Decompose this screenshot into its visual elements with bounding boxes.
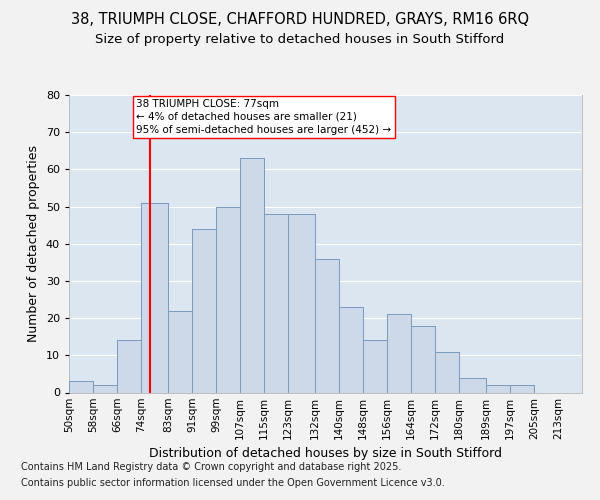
Bar <box>486 385 510 392</box>
Text: Size of property relative to detached houses in South Stifford: Size of property relative to detached ho… <box>95 32 505 46</box>
Bar <box>168 310 192 392</box>
Bar <box>141 203 168 392</box>
Bar <box>216 206 240 392</box>
Bar <box>459 378 486 392</box>
X-axis label: Distribution of detached houses by size in South Stifford: Distribution of detached houses by size … <box>149 447 502 460</box>
Bar <box>240 158 264 392</box>
Bar <box>240 158 264 392</box>
Bar <box>315 258 339 392</box>
Bar <box>69 382 93 392</box>
Bar <box>435 352 459 393</box>
Bar <box>264 214 288 392</box>
Bar <box>93 385 117 392</box>
Text: Contains public sector information licensed under the Open Government Licence v3: Contains public sector information licen… <box>21 478 445 488</box>
Bar <box>411 326 435 392</box>
Bar <box>168 310 192 392</box>
Bar <box>510 385 534 392</box>
Bar <box>141 203 168 392</box>
Bar <box>459 378 486 392</box>
Bar <box>363 340 387 392</box>
Bar <box>192 229 216 392</box>
Bar <box>69 382 93 392</box>
Bar <box>363 340 387 392</box>
Bar <box>117 340 141 392</box>
Text: Contains HM Land Registry data © Crown copyright and database right 2025.: Contains HM Land Registry data © Crown c… <box>21 462 401 472</box>
Bar <box>192 229 216 392</box>
Bar <box>216 206 240 392</box>
Bar <box>117 340 141 392</box>
Bar <box>288 214 315 392</box>
Bar <box>339 307 363 392</box>
Bar <box>93 385 117 392</box>
Bar <box>387 314 411 392</box>
Bar <box>486 385 510 392</box>
Text: 38 TRIUMPH CLOSE: 77sqm
← 4% of detached houses are smaller (21)
95% of semi-det: 38 TRIUMPH CLOSE: 77sqm ← 4% of detached… <box>137 98 392 135</box>
Text: 38, TRIUMPH CLOSE, CHAFFORD HUNDRED, GRAYS, RM16 6RQ: 38, TRIUMPH CLOSE, CHAFFORD HUNDRED, GRA… <box>71 12 529 28</box>
Bar <box>411 326 435 392</box>
Bar <box>264 214 288 392</box>
Bar <box>510 385 534 392</box>
Bar <box>339 307 363 392</box>
Bar <box>288 214 315 392</box>
Y-axis label: Number of detached properties: Number of detached properties <box>27 145 40 342</box>
Bar <box>387 314 411 392</box>
Bar <box>315 258 339 392</box>
Bar <box>435 352 459 393</box>
